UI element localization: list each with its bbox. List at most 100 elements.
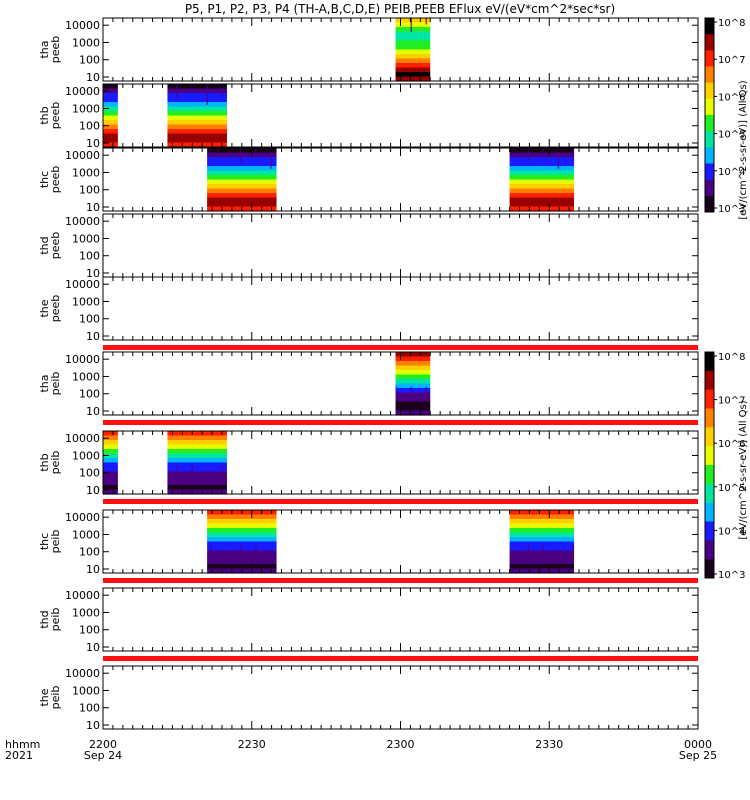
panel-frame <box>102 587 699 652</box>
y-tick-label: 1000 <box>72 606 100 619</box>
spectrogram-band <box>103 480 118 486</box>
spectrogram-segment <box>103 84 118 148</box>
colorbar-swatch <box>705 408 714 414</box>
noise-column <box>527 544 530 561</box>
colorbar-swatch <box>705 171 714 177</box>
y-tick-label: 10 <box>86 330 100 343</box>
colorbar-tick-label: 10^6 <box>718 439 745 450</box>
panel-label-product: peib <box>49 608 62 632</box>
spectrogram-band <box>509 514 575 520</box>
spectrogram-band <box>167 431 227 437</box>
colorbar-swatch <box>705 450 714 457</box>
noise-column <box>176 465 178 482</box>
spectrogram-band <box>103 93 118 99</box>
colorbar-swatch <box>705 436 714 442</box>
colorbar-swatch <box>705 62 714 67</box>
colorbar-swatch <box>705 465 714 471</box>
spectrogram-band <box>509 175 575 181</box>
panel-label-product: peib <box>49 372 62 396</box>
spectrogram-band <box>395 45 431 51</box>
noise-column <box>270 148 272 169</box>
colorbar-tick-label: 10^8 <box>718 18 745 29</box>
panel-label: thepeeb <box>38 295 62 323</box>
colorbar-swatch <box>705 90 714 96</box>
spectrogram-band <box>395 352 431 358</box>
colorbar-swatch <box>705 179 714 185</box>
spectrogram-band <box>103 467 118 473</box>
spectrogram-band <box>103 106 118 112</box>
noise-column <box>425 386 428 395</box>
spectrogram-band <box>103 115 118 121</box>
y-tick-label: 1000 <box>72 684 100 697</box>
panels-layer: 10 100 1000 10000 tha peeb 10100100010000thbpe… <box>38 17 699 732</box>
spectrogram-band <box>509 564 575 570</box>
panel-label-probe: tha <box>38 374 51 392</box>
spectrogram-band <box>167 467 227 473</box>
panel-label: thepeib <box>38 686 62 710</box>
colorbar-swatch <box>705 82 714 88</box>
colorbar-swatch <box>705 50 714 55</box>
colorbar-swatch <box>705 540 714 546</box>
y-tick-label: 1000 <box>72 166 100 179</box>
panel-frame <box>102 509 699 574</box>
colorbar-swatch <box>705 38 714 43</box>
panel-label: thdpeeb <box>38 232 62 260</box>
colorbar-tick-label: 10^8 <box>718 352 745 363</box>
spectrogram-band <box>395 22 431 28</box>
noise-column <box>176 84 178 99</box>
noise-column <box>206 84 208 105</box>
spectrogram-band <box>207 546 277 552</box>
spectrogram-band <box>103 489 118 495</box>
spectrogram-band <box>103 476 118 482</box>
panel-label: thapeib <box>38 372 62 396</box>
colorbar-swatch <box>705 375 714 381</box>
colorbar-swatch <box>705 403 714 409</box>
spectrogram-band <box>167 138 227 144</box>
spectrogram-band <box>395 356 431 362</box>
spectrogram-band <box>395 49 431 55</box>
colorbar-swatch <box>705 46 714 51</box>
spectrogram-band <box>509 179 575 185</box>
y-tick-label: 10 <box>86 405 100 418</box>
spectrogram-band <box>395 76 431 82</box>
x-tick-label: 2200 <box>89 738 117 751</box>
colorbar-swatch <box>705 554 714 560</box>
colorbar-swatch <box>705 535 714 541</box>
spectrogram-band <box>395 63 431 69</box>
colorbar-swatch <box>705 413 714 419</box>
colorbar-tick-label: 10^5 <box>718 130 745 141</box>
panel-label-product: peeb <box>49 295 62 323</box>
panel-label-product: peeb <box>49 232 62 260</box>
colorbar-swatch <box>705 493 714 499</box>
panel-label: thdpeib <box>38 608 62 632</box>
red-bar <box>103 499 698 504</box>
noise-column <box>225 544 227 546</box>
spectrogram-band <box>509 523 575 529</box>
spectrogram-band <box>103 120 118 126</box>
colorbars-layer: 10^3 10^4 10^5 10^6 10^7 10^8 10^3 10^4 10^5 10^6… <box>704 17 749 581</box>
noise-column <box>255 148 257 155</box>
spectrogram-band <box>103 84 118 90</box>
x-tick-label: 0000 <box>684 738 712 751</box>
spectrogram-band <box>167 480 227 486</box>
y-tick-label: 100 <box>79 388 100 401</box>
y-tick-label: 10000 <box>65 85 100 98</box>
x-tick-label: 2300 <box>387 738 415 751</box>
y-tick-label: 100 <box>79 313 100 326</box>
spectrogram-band <box>509 528 575 534</box>
colorbar-swatch <box>705 34 714 39</box>
noise-column <box>112 465 114 467</box>
spectrogram-band <box>395 27 431 33</box>
colorbar-swatch <box>705 106 714 112</box>
spectrogram-band <box>103 124 118 130</box>
spectrogram-band <box>509 148 575 154</box>
colorbar-swatch <box>705 521 714 527</box>
colorbar-swatch <box>705 427 714 433</box>
panel-frame <box>102 665 699 730</box>
colorbar-tick-label: 10^4 <box>718 167 745 178</box>
y-tick-label: 10 <box>86 267 100 280</box>
y-tick-label: 100 <box>79 120 100 133</box>
colorbar-swatch <box>705 155 714 160</box>
